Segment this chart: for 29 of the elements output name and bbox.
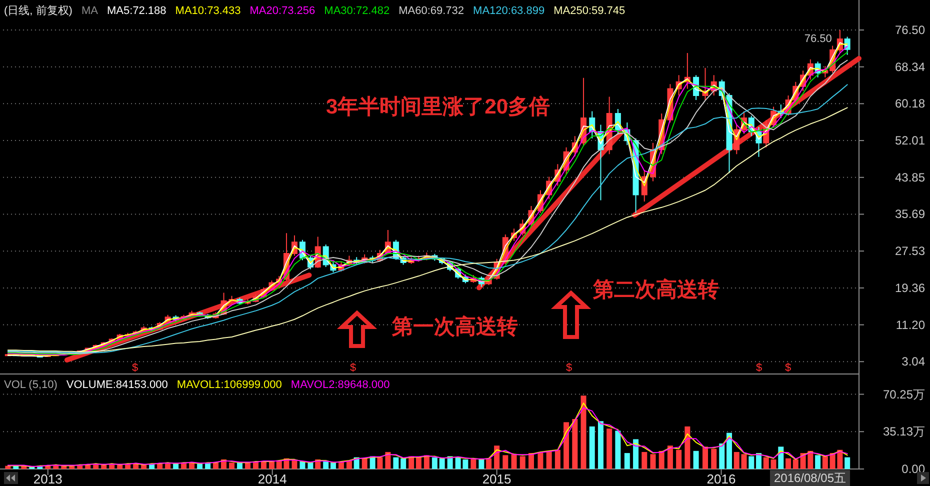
y-tick-label: 35.69 (894, 207, 926, 222)
header: VOL (5,10) VOLUME:84153.000 MAVOL1:106999.000 MAVOL2:89648.000 (4, 379, 390, 391)
x-tick-label: 2016 (706, 472, 736, 486)
annotation: 第一次高送转 (391, 314, 518, 338)
y-tick-label: 3.04 (902, 354, 926, 369)
y-tick-label: 0.00 (902, 462, 926, 476)
y-tick-label: 11.20 (896, 318, 926, 332)
y-tick-label: 27.53 (894, 244, 926, 258)
annotation: $ (350, 362, 356, 374)
y-tick-label: 60.18 (894, 96, 926, 111)
x-tick-label: 2013 (33, 472, 62, 486)
y-tick-label: 19.36 (894, 280, 926, 295)
annotation: $ (566, 362, 572, 374)
y-tick-label: 43.85 (894, 170, 926, 184)
x-tick-label: 2015 (482, 472, 512, 486)
notes: 2016/08/05五 (770, 470, 850, 486)
header: (日线, 前复权) MA MA5:72.188 MA10:73.433 MA20:73.256 MA30:72.482 MA60:69.732 MA120:63.899 MA250:59.745 (4, 5, 626, 17)
annotation: $ (784, 362, 792, 374)
y-tick-label: 35.13万 (882, 424, 925, 439)
y-tick-label: 68.34 (894, 60, 926, 74)
y-tick-label: 76.50 (894, 23, 926, 37)
annotation: 3年半时间里涨了20多倍 (326, 94, 550, 118)
annotation: 第二次高送转 (592, 278, 719, 302)
annotation: $ (132, 362, 138, 374)
annotation: 76.50 (804, 33, 832, 45)
x-tick-label: 2014 (258, 472, 287, 486)
annotation: $ (756, 362, 762, 374)
y-tick-label: 70.25万 (882, 387, 925, 402)
y-tick-label: 52.01 (894, 134, 926, 148)
